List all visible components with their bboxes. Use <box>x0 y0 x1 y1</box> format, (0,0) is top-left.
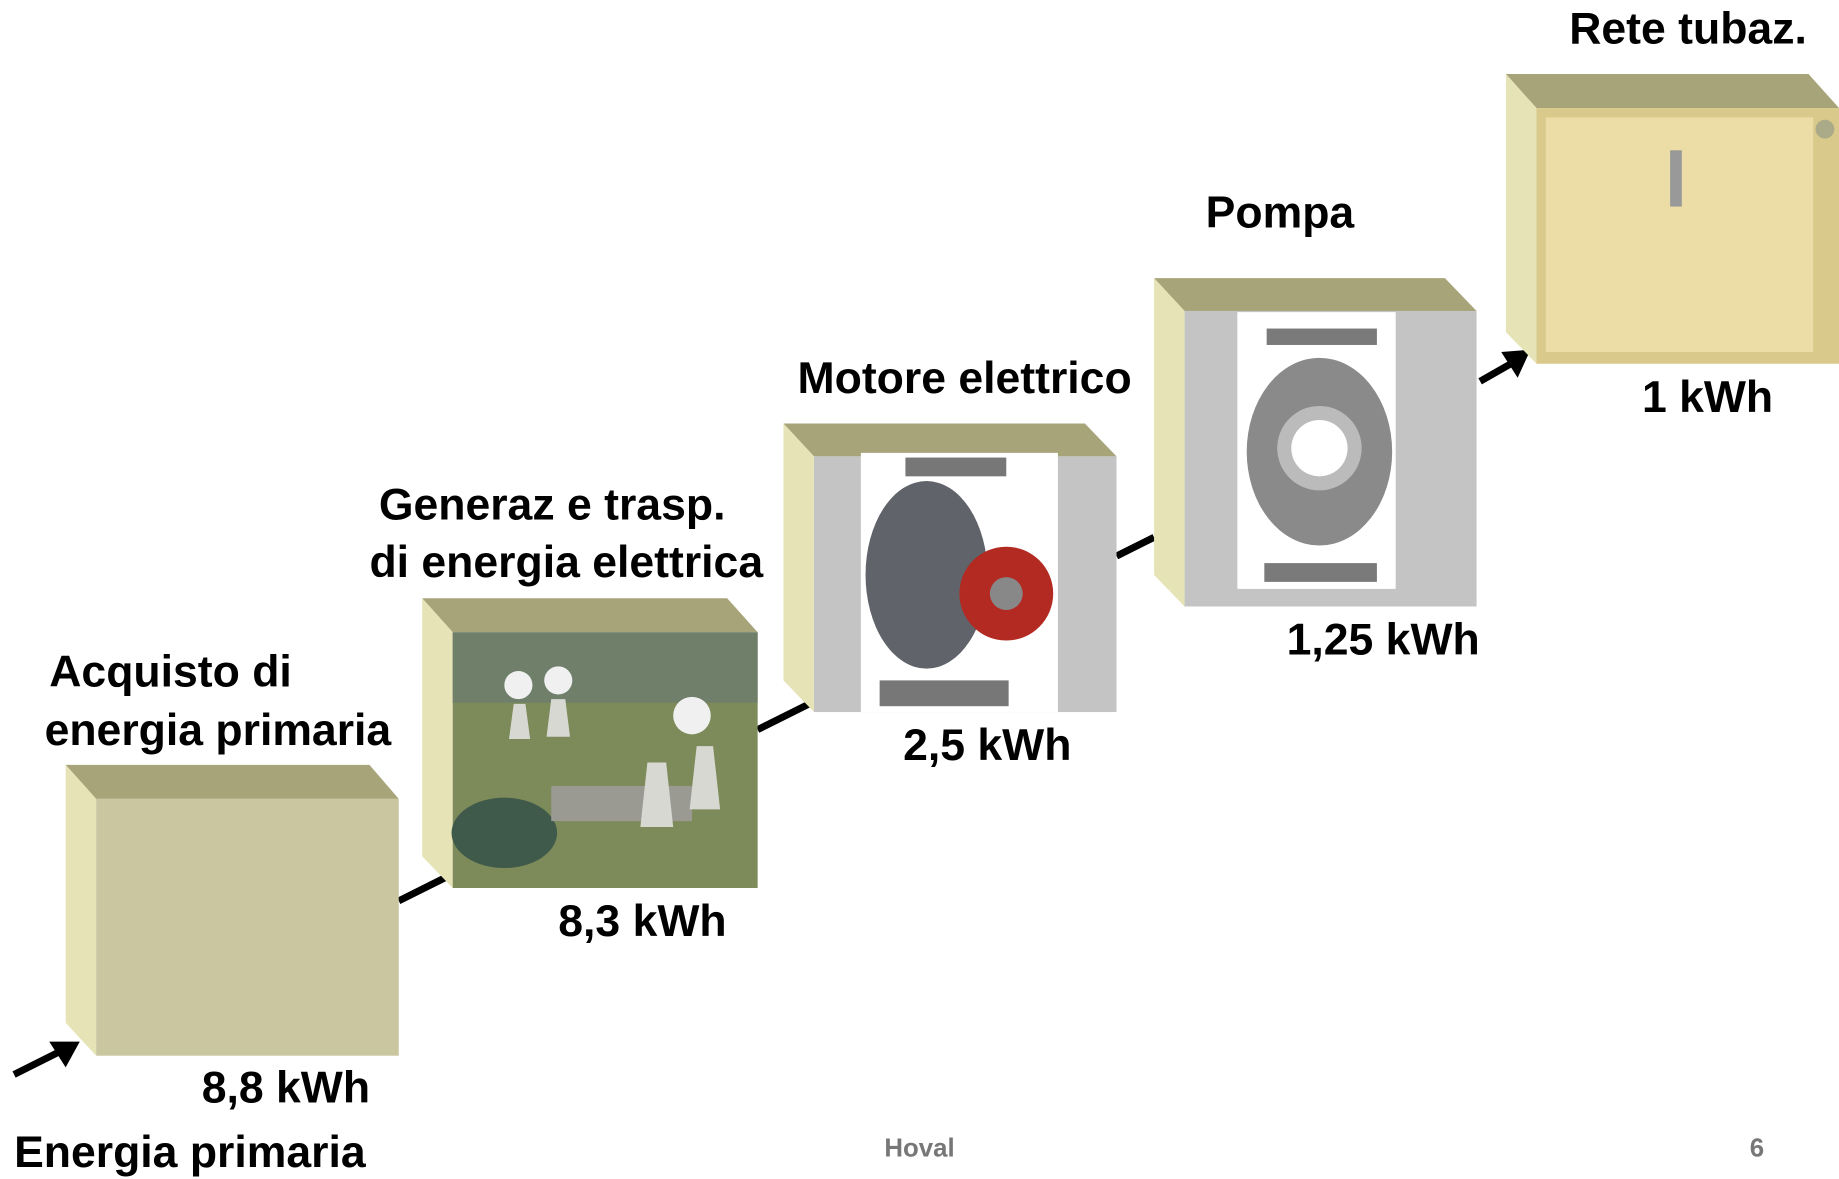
energy-label: 2,5 kWh <box>903 721 1071 770</box>
stage-label: Acquisto di <box>49 647 292 696</box>
footer-brand: Hoval <box>884 1134 954 1162</box>
connector <box>1114 534 1156 560</box>
energy-label: 1 kWh <box>1642 373 1773 422</box>
connector <box>12 1047 63 1078</box>
connector <box>1478 359 1515 385</box>
box <box>422 598 758 888</box>
stage-label: Pompa <box>1206 189 1356 238</box>
box <box>783 423 1117 713</box>
stage-label: di energia elettrica <box>369 538 764 587</box>
energy-label: 8,3 kWh <box>558 897 726 946</box>
page-number: 6 <box>1750 1134 1764 1162</box>
stage-label: Generaz e trasp. <box>379 481 726 530</box>
connector <box>756 700 811 733</box>
stage-label: energia primaria <box>45 706 393 755</box>
stage-label: Motore elettrico <box>798 354 1132 403</box>
box <box>1154 278 1477 607</box>
arrow-head <box>1501 349 1531 378</box>
stage-label: Rete tubaz. <box>1569 5 1807 54</box>
box <box>65 764 399 1056</box>
energy-label: 8,8 kWh <box>202 1064 370 1113</box>
arrow-head <box>49 1041 80 1068</box>
connector <box>397 874 448 905</box>
start-label: Energia primaria <box>14 1128 367 1177</box>
connectors <box>12 359 1515 1078</box>
energy-label: 1,25 kWh <box>1287 616 1480 665</box>
box <box>1505 74 1839 364</box>
